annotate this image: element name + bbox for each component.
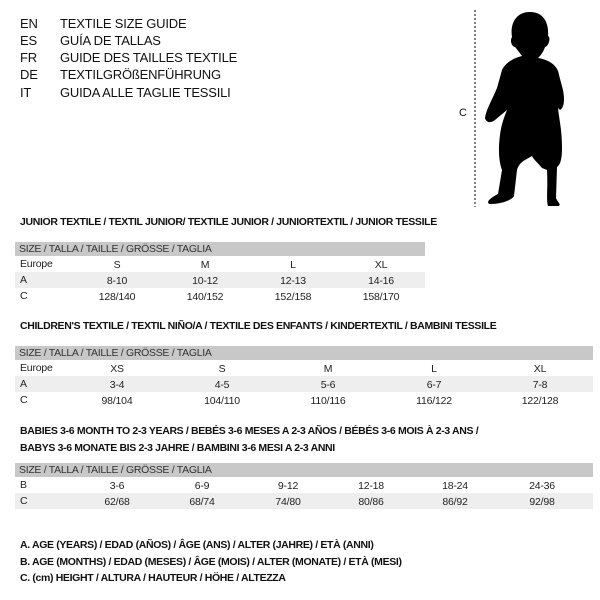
table-cell: M xyxy=(323,363,333,375)
table-cell: 12-18 xyxy=(358,480,384,492)
table-cell: 24-36 xyxy=(529,480,555,492)
table-cell: 6-9 xyxy=(194,480,210,492)
table-header: SIZE / TALLA / TAILLE / GRÖSSE / TAGLIA xyxy=(15,242,425,256)
table-cell: 140/152 xyxy=(186,291,224,303)
table-cell: S xyxy=(113,259,121,271)
table-cell: XL xyxy=(533,363,547,375)
junior-section-title: JUNIOR TEXTILE / TEXTIL JUNIOR/ TEXTILE … xyxy=(20,216,437,228)
table-cell: 92/98 xyxy=(529,496,555,508)
table-cell: M xyxy=(200,259,210,271)
lang-title: TEXTILE SIZE GUIDE xyxy=(60,16,187,31)
table-cell: 62/68 xyxy=(104,496,130,508)
children-size-table: SIZE / TALLA / TAILLE / GRÖSSE / TAGLIA … xyxy=(15,346,593,408)
row-label: A xyxy=(20,378,27,390)
table-row-a: A 3-4 4-5 5-6 6-7 7-8 xyxy=(15,376,593,392)
table-row-a: A 8-10 10-12 12-13 14-16 xyxy=(15,272,425,288)
table-cell: 152/158 xyxy=(274,291,312,303)
table-row-c: C 62/68 68/74 74/80 80/86 86/92 92/98 xyxy=(15,493,593,509)
table-cell: 68/74 xyxy=(189,496,215,508)
table-cell: 128/140 xyxy=(98,291,136,303)
table-cell: L xyxy=(290,259,296,271)
lang-title: GUIDA ALLE TAGLIE TESSILI xyxy=(60,85,231,100)
table-row-c: C 128/140 140/152 152/158 158/170 xyxy=(15,288,425,304)
table-cell: 158/170 xyxy=(362,291,400,303)
row-label: C xyxy=(20,495,28,507)
lang-code: DE xyxy=(20,67,38,82)
lang-code: FR xyxy=(20,50,37,65)
table-cell: 104/110 xyxy=(204,395,240,407)
row-label: B xyxy=(20,479,27,491)
row-label: Europe xyxy=(20,362,53,374)
table-cell: 6-7 xyxy=(426,379,442,391)
row-label: Europe xyxy=(20,258,53,270)
table-cell: 4-5 xyxy=(214,379,230,391)
table-row-c: C 98/104 104/110 110/116 116/122 122/128 xyxy=(15,392,593,408)
children-section-title: CHILDREN'S TEXTILE / TEXTIL NIÑO/A / TEX… xyxy=(20,320,497,332)
table-cell: 110/116 xyxy=(310,395,346,407)
babies-size-table: SIZE / TALLA / TAILLE / GRÖSSE / TAGLIA … xyxy=(15,463,593,509)
lang-title: GUIDE DES TAILLES TEXTILE xyxy=(60,50,238,65)
babies-section-title-line1: BABIES 3-6 MONTH TO 2-3 YEARS / BEBÉS 3-… xyxy=(20,425,479,437)
table-cell: 18-24 xyxy=(442,480,468,492)
legend-c: C. (cm) HEIGHT / ALTURA / HAUTEUR / HÖHE… xyxy=(20,572,286,584)
table-cell: 116/122 xyxy=(416,395,452,407)
table-header: SIZE / TALLA / TAILLE / GRÖSSE / TAGLIA xyxy=(15,463,593,477)
table-header: SIZE / TALLA / TAILLE / GRÖSSE / TAGLIA xyxy=(15,346,593,360)
lang-title: GUÍA DE TALLAS xyxy=(60,33,161,48)
child-silhouette-icon xyxy=(474,10,564,207)
table-cell: 12-13 xyxy=(280,275,306,287)
row-label: A xyxy=(20,274,27,286)
table-cell: 86/92 xyxy=(442,496,468,508)
table-row-europe: Europe XS S M L XL xyxy=(15,360,593,376)
lang-code: IT xyxy=(20,85,32,100)
lang-code: ES xyxy=(20,33,37,48)
height-label: C xyxy=(459,107,467,119)
table-cell: 10-12 xyxy=(192,275,218,287)
table-cell: 3-6 xyxy=(109,480,125,492)
lang-code: EN xyxy=(20,16,38,31)
table-cell: 7-8 xyxy=(532,379,548,391)
row-label: C xyxy=(20,290,28,302)
table-cell: 9-12 xyxy=(277,480,299,492)
table-row-b: B 3-6 6-9 9-12 12-18 18-24 24-36 xyxy=(15,477,593,493)
table-cell: 3-4 xyxy=(109,379,125,391)
junior-size-table: SIZE / TALLA / TAILLE / GRÖSSE / TAGLIA … xyxy=(15,242,425,304)
legend-b: B. AGE (MONTHS) / EDAD (MESES) / ÂGE (MO… xyxy=(20,556,402,568)
legend-a: A. AGE (YEARS) / EDAD (AÑOS) / ÂGE (ANS)… xyxy=(20,539,374,551)
table-cell: L xyxy=(431,363,437,375)
lang-title: TEXTILGRÖßENFÜHRUNG xyxy=(60,67,221,82)
table-cell: 98/104 xyxy=(101,395,133,407)
table-cell: 5-6 xyxy=(320,379,336,391)
table-cell: 74/80 xyxy=(275,496,301,508)
row-label: C xyxy=(20,394,28,406)
table-row-europe: Europe S M L XL xyxy=(15,256,425,272)
table-cell: XS xyxy=(110,363,124,375)
table-cell: 8-10 xyxy=(106,275,128,287)
table-cell: 80/86 xyxy=(358,496,384,508)
table-cell: 14-16 xyxy=(368,275,394,287)
table-cell: XL xyxy=(374,259,388,271)
table-cell: S xyxy=(218,363,226,375)
table-cell: 122/128 xyxy=(521,395,559,407)
babies-section-title-line2: BABYS 3-6 MONATE BIS 2-3 JAHRE / BAMBINI… xyxy=(20,442,335,454)
